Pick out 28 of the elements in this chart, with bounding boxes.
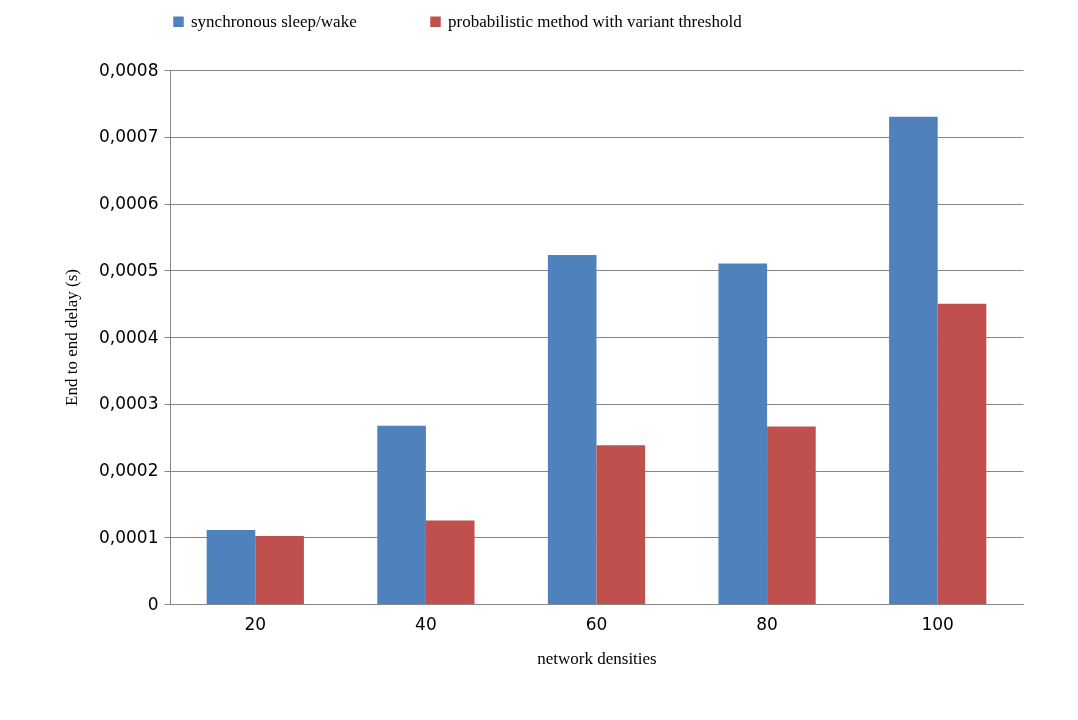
y-tick-label: 0,0001 <box>99 526 159 547</box>
bar <box>937 303 987 604</box>
x-tick-label: 80 <box>756 613 778 634</box>
bar <box>889 116 938 604</box>
y-tick-label: 0,0002 <box>99 460 159 480</box>
x-tick-label: 100 <box>921 613 954 634</box>
legend-label: synchronous sleep/wake <box>191 11 357 31</box>
bar <box>425 520 475 604</box>
bar <box>596 445 646 604</box>
y-tick-label: 0,0007 <box>99 126 159 147</box>
y-tick-label: 0,0008 <box>99 59 159 80</box>
x-tick-label: 40 <box>415 613 437 634</box>
x-tick-label: 20 <box>244 613 267 634</box>
y-tick-label: 0,0005 <box>99 259 159 280</box>
bar <box>718 263 768 604</box>
y-axis-title: End to end delay (s) <box>62 269 82 406</box>
y-tick-label: 0,0004 <box>99 326 159 347</box>
bar <box>206 529 256 604</box>
y-tick-label: 0,0006 <box>99 193 159 213</box>
legend-label: probabilistic method with variant threshold <box>448 11 743 31</box>
y-tick-label: 0,0003 <box>99 393 159 414</box>
y-tick-label: 0 <box>147 593 159 614</box>
bar <box>377 425 426 604</box>
bar <box>255 535 304 604</box>
x-tick-label: 60 <box>585 613 608 634</box>
x-axis-title: network densities <box>537 648 657 668</box>
bar <box>767 426 816 604</box>
bar <box>547 254 597 604</box>
